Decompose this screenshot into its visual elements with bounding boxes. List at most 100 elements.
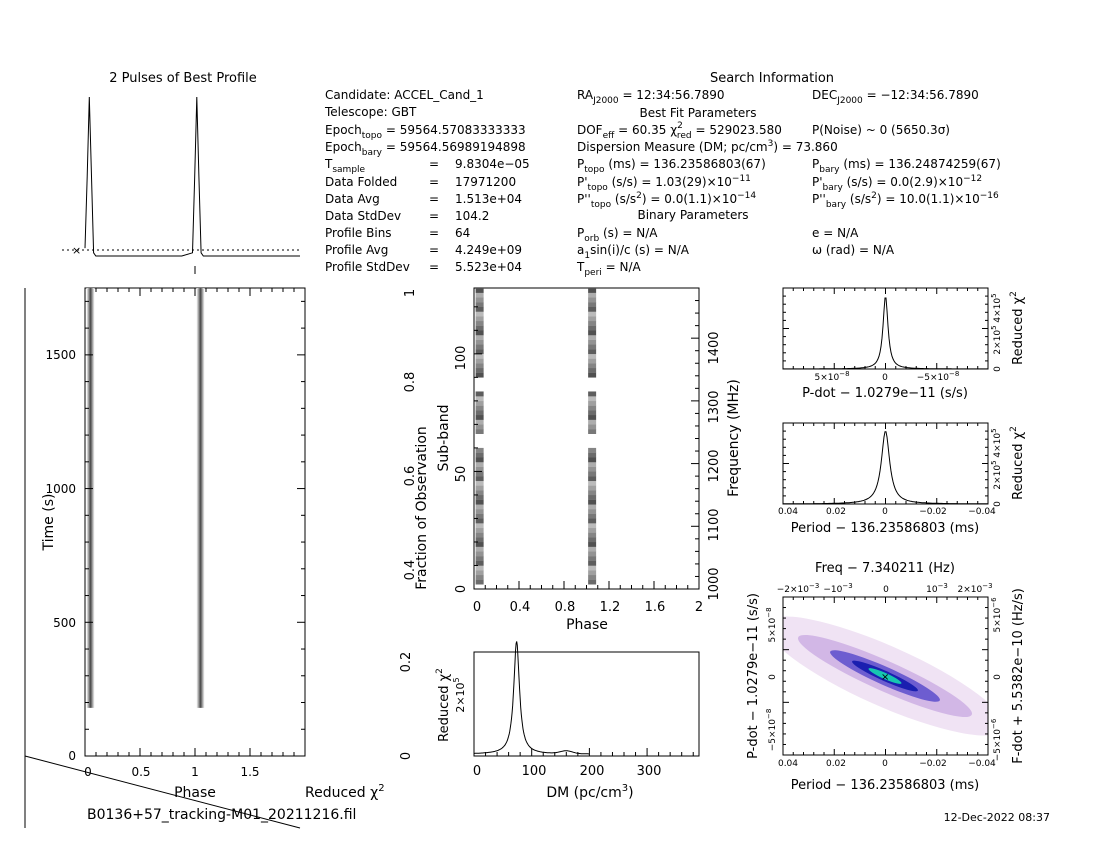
subband-cell <box>588 311 597 317</box>
info-column-right: RAJ2000 = 12:34:56.7890 DECJ2000 = −12:3… <box>576 88 1001 278</box>
subband-frame <box>473 287 700 590</box>
freq-title: Freq − 7.340211 (Hz) <box>815 561 955 576</box>
subband-cell <box>588 471 597 477</box>
period-plot: 0.04 0.02 0 −0.02 −0.04 Period − 136.235… <box>778 422 1026 536</box>
subband-xtick-0.8: 0.8 <box>555 600 576 615</box>
subband-cell <box>475 471 484 477</box>
freqtop-tick-2: −10−3 <box>823 582 852 595</box>
period-xtick-m0.02: −0.02 <box>919 507 947 517</box>
subband-cell <box>588 466 597 472</box>
subband-cell <box>588 518 597 524</box>
subband-pulses <box>475 288 597 585</box>
subband-cell <box>588 330 597 336</box>
subband-cell <box>475 457 484 463</box>
subband-cell <box>588 494 597 500</box>
subband-cell <box>588 419 597 425</box>
subband-cell <box>475 316 484 322</box>
period-ytick-0: 0 <box>993 501 1003 507</box>
pdot-topo-line: P'topo (s/s) = 1.03(29)×10−11 <box>577 174 751 193</box>
profile-stddev-value: 5.523e+04 <box>455 260 522 274</box>
pdot-xlabel: P-dot − 1.0279e−11 (s/s) <box>802 386 968 401</box>
ppdot-ytick-3: −5×10−8 <box>765 709 778 752</box>
fdot-ylabel: F-dot + 5.5382e−10 (Hz/s) <box>1011 588 1026 764</box>
data-stddev-eq: = <box>429 209 439 223</box>
subband-cell <box>475 311 484 317</box>
tsample-value: 9.8304e−05 <box>455 157 530 171</box>
freqtop-tick-1: −2×10−3 <box>777 582 820 595</box>
data-stddev-label: Data StdDev <box>325 209 401 223</box>
subband-cell <box>475 452 484 458</box>
subband-cell <box>588 400 597 406</box>
ppdot-core <box>868 668 902 684</box>
subband-plot: 0 0.4 0.8 1.2 1.6 2 Phase 0 50 100 Sub-b… <box>403 287 742 633</box>
profile-avg-value: 4.249e+09 <box>455 243 522 257</box>
pdot-plot: 5×10−8 0 −5×10−8 P-dot − 1.0279e−11 (s/s… <box>782 287 1026 401</box>
subband-cell <box>588 485 597 491</box>
subband-cell <box>588 490 597 496</box>
info-column-left: Candidate: ACCEL_Cand_1 Telescope: GBT E… <box>324 88 530 274</box>
dm-frame <box>473 651 700 757</box>
dm-ylabel: Reduced χ2 <box>435 668 452 742</box>
subband-cell <box>475 335 484 340</box>
subband-cell <box>475 541 484 547</box>
subband-cell <box>588 316 597 322</box>
subband-cell <box>475 419 484 425</box>
ppdot-xtick-0.02: 0.02 <box>826 759 846 769</box>
subband-cell <box>475 405 484 411</box>
subband-cell <box>475 476 484 482</box>
subband-cell <box>588 499 597 505</box>
subband-cell <box>588 349 597 355</box>
subband-cell <box>475 527 484 533</box>
subband-cell <box>588 565 597 571</box>
subband-ticks <box>473 287 700 590</box>
subband-cell <box>588 410 597 416</box>
subband-xtick-2: 2 <box>695 600 703 615</box>
epoch-topo-line: Epochtopo = 59564.57083333333 <box>325 123 526 141</box>
freq-ytick-1100: 1100 <box>707 508 722 541</box>
subband-cell <box>588 396 597 402</box>
best-fit-title: Best Fit Parameters <box>640 106 757 120</box>
time-phase-pulse-2 <box>196 288 205 708</box>
subband-cell <box>475 504 484 510</box>
subband-cell <box>588 367 597 373</box>
epoch-bary-line: Epochbary = 59564.56989194898 <box>325 140 526 158</box>
dm-xtick-200: 200 <box>580 764 605 779</box>
subband-cell <box>588 288 597 293</box>
freq-ytick-1200: 1200 <box>707 449 722 482</box>
freq-ytick-1400: 1400 <box>707 331 722 364</box>
subband-xtick-1.2: 1.2 <box>600 600 621 615</box>
pnoise-line: P(Noise) ~ 0 (5650.3σ) <box>812 123 950 137</box>
pdot-ticks <box>782 287 989 370</box>
profile-bins-label: Profile Bins <box>325 226 392 240</box>
subband-cell <box>475 330 484 336</box>
subband-cell <box>588 297 597 303</box>
subband-cell <box>475 400 484 406</box>
data-folded-eq: = <box>429 175 439 189</box>
subband-cell <box>475 344 484 350</box>
frac-obs-label: Fraction of Observation <box>414 426 430 590</box>
diagonal-line <box>24 755 301 829</box>
period-ylabel: Reduced χ2 <box>1009 426 1026 500</box>
period-ytick-2: 2×105 <box>990 460 1003 489</box>
ra-line: RAJ2000 = 12:34:56.7890 <box>577 88 725 106</box>
subband-cell <box>475 410 484 416</box>
time-phase-ticks <box>84 288 305 757</box>
subband-cell <box>475 320 484 326</box>
search-info-title: Search Information <box>710 71 834 86</box>
pdot-bary-line: P'bary (s/s) = 0.0(2.9)×10−12 <box>812 174 982 193</box>
subband-cell <box>588 480 597 486</box>
subband-cell <box>475 424 484 430</box>
data-stddev-value: 104.2 <box>455 209 489 223</box>
phase-tick-0.5: 0.5 <box>131 765 150 779</box>
time-tick-500: 500 <box>53 616 76 630</box>
subband-cell <box>588 509 597 514</box>
subband-cell <box>588 452 597 458</box>
ppdot-plot: Freq − 7.340211 (Hz) × −2×10−3 −10−3 0 1… <box>746 561 1026 793</box>
dm-xlabel: DM (pc/cm3) <box>546 783 633 801</box>
ppdot-xtick-0.04: 0.04 <box>778 759 798 769</box>
subband-cell <box>588 579 597 585</box>
period-curve <box>783 431 988 505</box>
profile-title: 2 Pulses of Best Profile <box>109 71 257 86</box>
subband-cell <box>588 429 597 434</box>
subband-xtick-0: 0 <box>473 600 481 615</box>
